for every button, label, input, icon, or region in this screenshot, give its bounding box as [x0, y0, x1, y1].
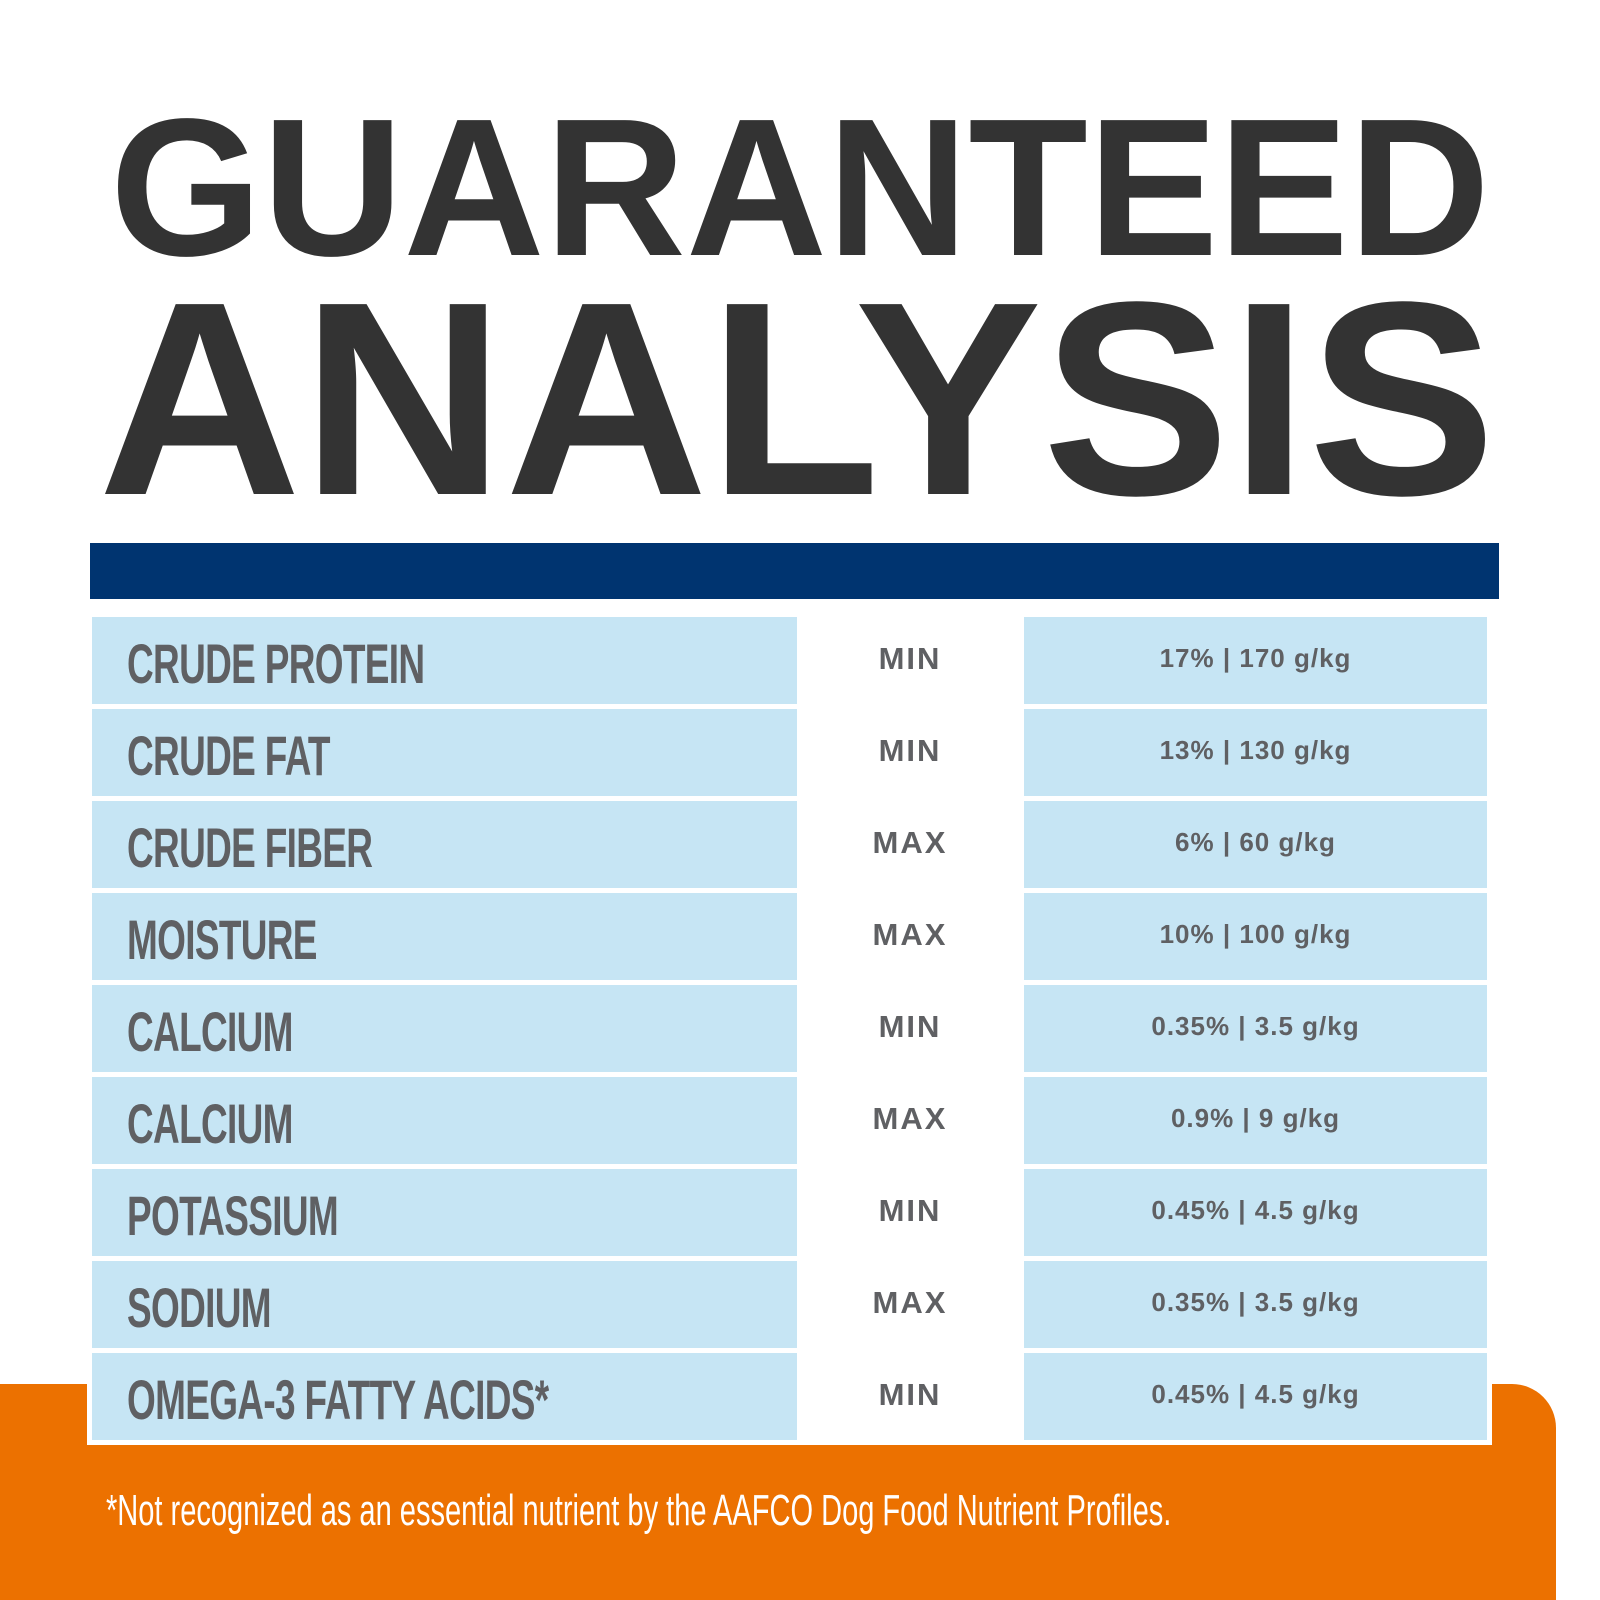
table-row: SODIUM MAX 0.35% | 3.5 g/kg: [92, 1261, 1487, 1348]
min-max-label: MIN: [878, 733, 942, 768]
nutrient-cell: CRUDE PROTEIN: [92, 617, 797, 704]
table-row: OMEGA-3 FATTY ACIDS* MIN 0.45% | 4.5 g/kg: [92, 1353, 1487, 1440]
min-max-label: MAX: [872, 825, 948, 860]
nutrient-value: 0.35% | 3.5 g/kg: [1151, 1011, 1360, 1041]
nutrient-value: 0.45% | 4.5 g/kg: [1151, 1379, 1360, 1409]
table-row: CALCIUM MIN 0.35% | 3.5 g/kg: [92, 985, 1487, 1072]
nutrient-value: 0.45% | 4.5 g/kg: [1151, 1195, 1360, 1225]
nutrient-name: CALCIUM: [127, 1092, 293, 1155]
value-cell: 0.9% | 9 g/kg: [1024, 1077, 1487, 1164]
nutrient-cell: MOISTURE: [92, 893, 797, 980]
min-max-label: MAX: [872, 1285, 948, 1320]
table-row: CRUDE PROTEIN MIN 17% | 170 g/kg: [92, 617, 1487, 704]
nutrient-name: CRUDE FIBER: [127, 816, 373, 879]
value-cell: 10% | 100 g/kg: [1024, 893, 1487, 980]
nutrient-value: 6% | 60 g/kg: [1175, 827, 1336, 857]
nutrient-cell: SODIUM: [92, 1261, 797, 1348]
min-max-label: MAX: [872, 917, 948, 952]
value-cell: 17% | 170 g/kg: [1024, 617, 1487, 704]
nutrient-name: CRUDE PROTEIN: [127, 632, 425, 695]
value-cell: 0.45% | 4.5 g/kg: [1024, 1169, 1487, 1256]
nutrient-cell: POTASSIUM: [92, 1169, 797, 1256]
table-row: CRUDE FIBER MAX 6% | 60 g/kg: [92, 801, 1487, 888]
title-line-2: ANALYSIS: [98, 245, 1496, 520]
value-cell: 13% | 130 g/kg: [1024, 709, 1487, 796]
nutrient-value: 13% | 130 g/kg: [1159, 735, 1352, 765]
nutrient-name: POTASSIUM: [127, 1184, 339, 1247]
header-bar: [90, 543, 1499, 599]
nutrient-name: MOISTURE: [127, 908, 317, 971]
value-cell: 0.35% | 3.5 g/kg: [1024, 1261, 1487, 1348]
table-row: CALCIUM MAX 0.9% | 9 g/kg: [92, 1077, 1487, 1164]
min-max-label: MAX: [872, 1101, 948, 1136]
nutrient-cell: OMEGA-3 FATTY ACIDS*: [92, 1353, 797, 1440]
value-cell: 6% | 60 g/kg: [1024, 801, 1487, 888]
footnote: *Not recognized as an essential nutrient…: [106, 1486, 1172, 1535]
title-line-1: GUARANTEED: [110, 78, 1490, 297]
nutrient-cell: CRUDE FIBER: [92, 801, 797, 888]
table-row: CRUDE FAT MIN 13% | 130 g/kg: [92, 709, 1487, 796]
nutrient-value: 0.9% | 9 g/kg: [1170, 1103, 1341, 1133]
table-row: MOISTURE MAX 10% | 100 g/kg: [92, 893, 1487, 980]
nutrient-name: OMEGA-3 FATTY ACIDS*: [127, 1368, 549, 1431]
nutrient-cell: CRUDE FAT: [92, 709, 797, 796]
value-cell: 0.45% | 4.5 g/kg: [1024, 1353, 1487, 1440]
min-max-label: MIN: [878, 1009, 942, 1044]
nutrient-value: 10% | 100 g/kg: [1159, 919, 1352, 949]
min-max-label: MIN: [878, 1377, 942, 1412]
page-title: GUARANTEED ANALYSIS: [98, 78, 1496, 520]
value-cell: 0.35% | 3.5 g/kg: [1024, 985, 1487, 1072]
nutrient-name: CRUDE FAT: [127, 724, 330, 787]
nutrient-name: SODIUM: [127, 1276, 272, 1339]
table-row: POTASSIUM MIN 0.45% | 4.5 g/kg: [92, 1169, 1487, 1256]
min-max-label: MIN: [878, 641, 942, 676]
nutrient-cell: CALCIUM: [92, 985, 797, 1072]
nutrient-cell: CALCIUM: [92, 1077, 797, 1164]
nutrient-value: 17% | 170 g/kg: [1159, 643, 1352, 673]
min-max-label: MIN: [878, 1193, 942, 1228]
nutrient-value: 0.35% | 3.5 g/kg: [1151, 1287, 1360, 1317]
nutrient-name: CALCIUM: [127, 1000, 293, 1063]
